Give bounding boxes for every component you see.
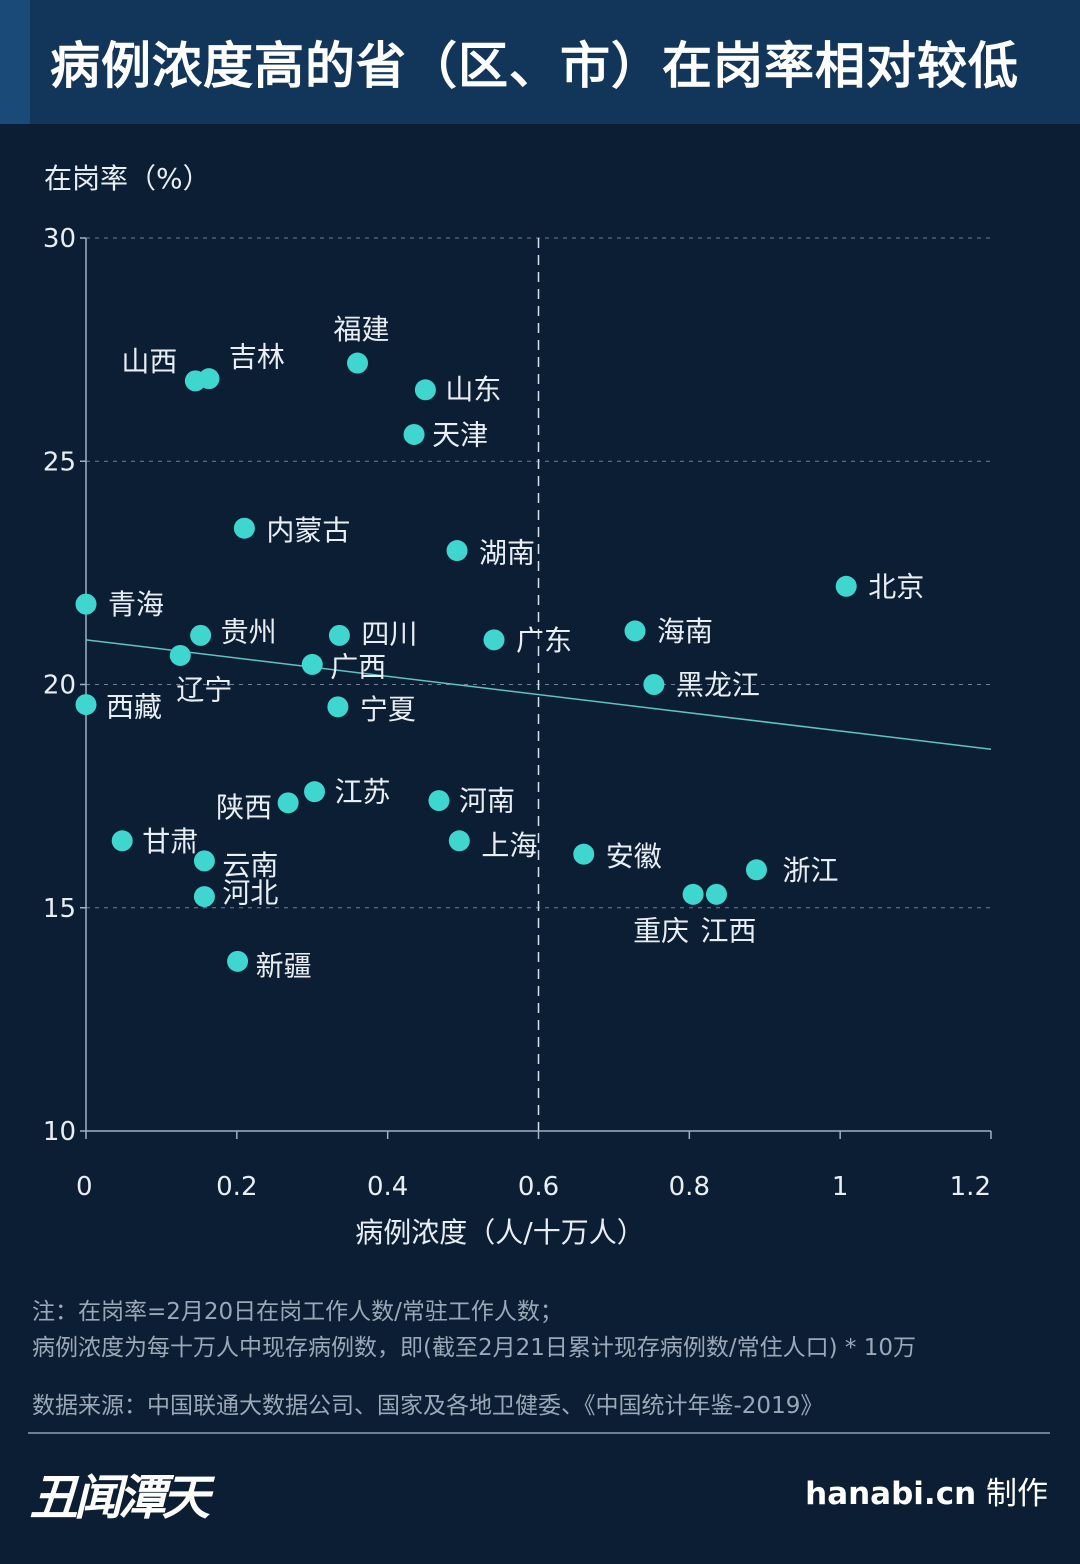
point-label: 贵州 (221, 615, 277, 648)
data-point (227, 950, 249, 972)
data-source: 数据来源：中国联通大数据公司、国家及各地卫健委、《中国统计年鉴-2019》 (32, 1393, 824, 1419)
data-point (624, 620, 646, 642)
data-point (414, 379, 436, 401)
point-label: 北京 (868, 570, 924, 603)
point-label: 山东 (445, 373, 501, 406)
header-bar: 病例浓度高的省（区、市）在岗率相对较低 (0, 0, 1080, 124)
brand-logo: 丑闻潭天 (30, 1470, 210, 1526)
data-point (277, 792, 299, 814)
point-label: 安徽 (606, 840, 662, 873)
data-point (169, 644, 191, 666)
point-label: 江西 (700, 914, 756, 947)
y-axis-label: 在岗率（%） (44, 162, 211, 195)
point-label: 浙江 (782, 854, 838, 887)
x-tick-label: 0 (76, 1172, 93, 1202)
point-label: 吉林 (229, 341, 285, 374)
note-line-2: 病例浓度为每十万人中现存病例数，即(截至2月21日累计现存病例数/常住人口) *… (32, 1335, 916, 1361)
data-point (75, 593, 97, 615)
point-label: 广东 (516, 624, 572, 657)
point-label: 上海 (481, 829, 537, 862)
point-label: 河北 (222, 877, 278, 910)
point-label: 四川 (361, 617, 417, 650)
data-point (304, 781, 326, 803)
point-label: 内蒙古 (266, 514, 350, 547)
credit-text: 制作 (986, 1476, 1048, 1512)
trendline (85, 639, 992, 750)
point-label: 辽宁 (176, 673, 232, 706)
data-point (198, 368, 220, 390)
site-name: hanabi.cn (805, 1476, 977, 1512)
data-point (193, 886, 215, 908)
point-label: 山西 (121, 345, 177, 378)
data-point (682, 883, 704, 905)
x-axis-label: 病例浓度（人/十万人） (355, 1216, 644, 1249)
data-point (190, 624, 212, 646)
trendline-layer (85, 639, 992, 750)
data-point (301, 653, 323, 675)
y-tick-label: 25 (43, 447, 76, 477)
point-label: 陕西 (216, 791, 272, 824)
x-tick-label: 0.4 (367, 1172, 408, 1202)
x-tick-label: 1 (832, 1172, 849, 1202)
x-tick-label: 0.6 (518, 1172, 559, 1202)
point-label: 宁夏 (360, 693, 416, 726)
x-tick-label: 0.2 (216, 1172, 257, 1202)
data-point (428, 790, 450, 812)
x-tick-label: 1.2 (950, 1172, 991, 1202)
footer-divider (28, 1432, 1050, 1434)
credit-line: hanabi.cn 制作 (805, 1468, 1048, 1513)
note-line-1: 注：在岗率=2月20日在岗工作人数/常驻工作人数； (32, 1299, 563, 1325)
y-tick-label: 10 (43, 1117, 76, 1147)
data-point (643, 674, 665, 695)
point-label: 黑龙江 (676, 669, 760, 702)
data-point (446, 540, 468, 562)
data-point (705, 883, 727, 905)
footnotes: 注：在岗率=2月20日在岗工作人数/常驻工作人数； 病例浓度为每十万人中现存病例… (32, 1294, 1062, 1424)
point-label: 海南 (657, 615, 713, 648)
data-point (483, 629, 505, 651)
point-label: 天津 (432, 418, 488, 451)
y-tick-label: 15 (43, 894, 76, 924)
point-label: 甘肃 (142, 825, 198, 858)
data-point (745, 859, 767, 881)
point-label: 云南 (222, 849, 278, 882)
gridlines (86, 237, 991, 1131)
header-accent (0, 0, 30, 124)
point-label: 西藏 (106, 691, 162, 724)
data-point (328, 624, 350, 646)
data-point (347, 352, 368, 374)
data-point (835, 575, 857, 597)
axes: 10 15 20 25 30 0 0.2 0.4 0.6 0.8 1 1.2 (43, 224, 992, 1202)
data-point (193, 850, 215, 872)
point-label: 河南 (459, 785, 515, 818)
data-point (573, 843, 595, 865)
y-tick-label: 20 (43, 671, 76, 701)
point-label: 重庆 (633, 914, 689, 947)
point-label: 江苏 (335, 776, 391, 809)
point-label: 湖南 (479, 537, 535, 570)
data-point (327, 696, 349, 718)
data-point (111, 830, 133, 852)
data-point (233, 517, 255, 539)
point-label: 广西 (330, 650, 386, 683)
y-tick-label: 30 (43, 224, 76, 254)
data-point (403, 423, 425, 445)
point-label: 青海 (108, 588, 164, 621)
point-label: 福建 (334, 313, 390, 346)
x-tick-label: 0.8 (669, 1172, 710, 1202)
data-point (448, 830, 470, 852)
point-label: 新疆 (256, 949, 312, 982)
data-point (75, 694, 97, 716)
page-title: 病例浓度高的省（区、市）在岗率相对较低 (50, 37, 1019, 95)
